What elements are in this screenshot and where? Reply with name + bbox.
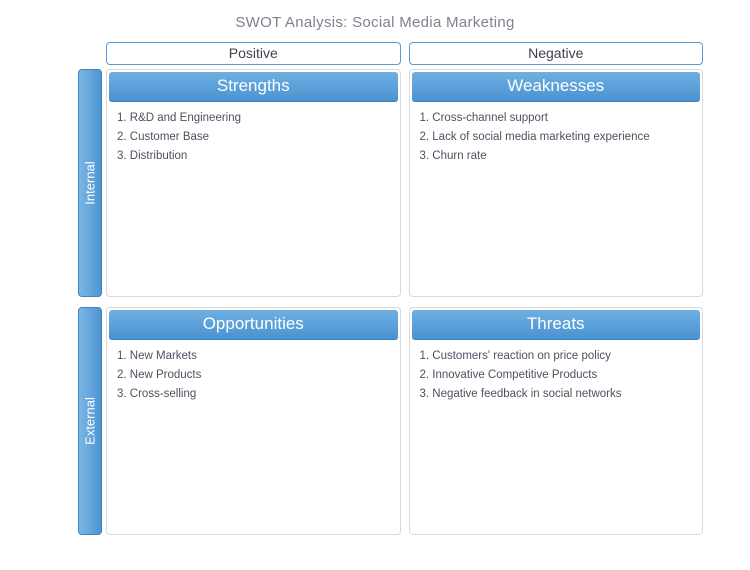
- list-item: 2. Customer Base: [117, 129, 390, 147]
- page-title: SWOT Analysis: Social Media Marketing: [0, 0, 750, 39]
- list-item: 3. Cross-selling: [117, 386, 390, 404]
- swot-matrix: Positive Negative Internal Strengths 1. …: [78, 42, 703, 545]
- internal-cells: Strengths 1. R&D and Engineering 2. Cust…: [106, 69, 703, 297]
- list-item: 2. Lack of social media marketing experi…: [420, 129, 693, 147]
- quadrant-threats: Threats 1. Customers' reaction on price …: [409, 307, 704, 535]
- quadrant-header: Weaknesses: [412, 72, 701, 102]
- row-internal: Internal Strengths 1. R&D and Engineerin…: [78, 69, 703, 297]
- quadrant-header: Threats: [412, 310, 701, 340]
- list-item: 2. Innovative Competitive Products: [420, 367, 693, 385]
- quadrant-header: Strengths: [109, 72, 398, 102]
- list-item: 1. New Markets: [117, 348, 390, 366]
- quadrant-body: 1. New Markets 2. New Products 3. Cross-…: [107, 342, 400, 410]
- col-header-negative: Negative: [409, 42, 704, 65]
- list-item: 2. New Products: [117, 367, 390, 385]
- row-external: External Opportunities 1. New Markets 2.…: [78, 307, 703, 535]
- list-item: 1. Customers' reaction on price policy: [420, 348, 693, 366]
- list-item: 1. Cross-channel support: [420, 110, 693, 128]
- quadrant-body: 1. Customers' reaction on price policy 2…: [410, 342, 703, 410]
- quadrant-header: Opportunities: [109, 310, 398, 340]
- side-label-text: Internal: [83, 161, 98, 204]
- quadrant-body: 1. R&D and Engineering 2. Customer Base …: [107, 104, 400, 172]
- list-item: 1. R&D and Engineering: [117, 110, 390, 128]
- quadrant-opportunities: Opportunities 1. New Markets 2. New Prod…: [106, 307, 401, 535]
- column-headers: Positive Negative: [106, 42, 703, 65]
- list-item: 3. Distribution: [117, 148, 390, 166]
- list-item: 3. Churn rate: [420, 148, 693, 166]
- list-item: 3. Negative feedback in social networks: [420, 386, 693, 404]
- col-header-positive: Positive: [106, 42, 401, 65]
- external-cells: Opportunities 1. New Markets 2. New Prod…: [106, 307, 703, 535]
- side-label-external: External: [78, 307, 102, 535]
- side-label-text: External: [83, 397, 98, 445]
- side-label-internal: Internal: [78, 69, 102, 297]
- quadrant-weaknesses: Weaknesses 1. Cross-channel support 2. L…: [409, 69, 704, 297]
- quadrant-body: 1. Cross-channel support 2. Lack of soci…: [410, 104, 703, 172]
- quadrant-strengths: Strengths 1. R&D and Engineering 2. Cust…: [106, 69, 401, 297]
